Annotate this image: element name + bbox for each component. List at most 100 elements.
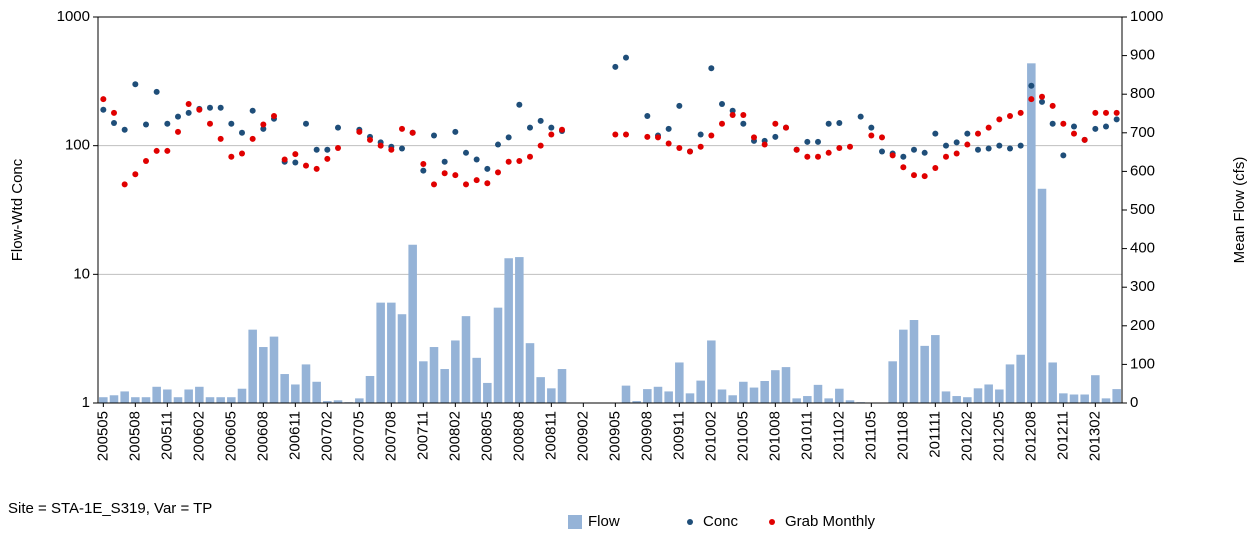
bar (365, 375, 375, 403)
y-axis-label: Flow-Wtd Conc (9, 158, 26, 261)
point (964, 130, 971, 137)
x-tick-label: 201108 (894, 411, 911, 460)
x-tick-label: 200902 (574, 411, 591, 461)
bar (323, 401, 332, 403)
bar (952, 396, 961, 403)
point (100, 96, 107, 103)
y2-tick-label: 100 (1130, 355, 1155, 372)
point (527, 124, 533, 131)
point (708, 132, 715, 139)
point (612, 131, 619, 138)
bar (205, 397, 215, 403)
bar (984, 384, 993, 403)
bar (269, 336, 279, 403)
point (719, 120, 725, 127)
point (697, 131, 704, 138)
x-tick-label: 200608 (254, 411, 271, 461)
point (868, 124, 875, 131)
bar (749, 387, 759, 403)
y-tick-label: 1000 (57, 8, 90, 25)
bar (248, 329, 257, 403)
point (1007, 145, 1013, 152)
point (505, 134, 512, 141)
point (804, 138, 811, 145)
point (292, 151, 299, 158)
point (953, 139, 960, 146)
point (761, 141, 768, 148)
point (740, 112, 747, 119)
bar (1005, 364, 1015, 403)
point (687, 148, 693, 155)
bar (941, 391, 951, 403)
point (740, 120, 747, 127)
bar (760, 380, 769, 403)
point (452, 128, 459, 135)
point (324, 146, 331, 153)
bar (451, 340, 460, 403)
legend-swatch (687, 519, 693, 525)
point (729, 112, 736, 119)
y2-tick-label: 0 (1130, 394, 1138, 411)
point (495, 141, 501, 148)
point (1028, 82, 1035, 89)
point (484, 165, 491, 172)
point (975, 146, 981, 153)
bar (664, 391, 673, 403)
point (1092, 109, 1099, 116)
bar (707, 340, 716, 403)
bar (163, 389, 172, 403)
point (335, 124, 341, 131)
point (303, 120, 309, 127)
bar (440, 369, 449, 403)
point (239, 150, 245, 157)
legend-swatch (568, 515, 582, 529)
point (559, 126, 565, 133)
bar (781, 367, 791, 403)
point (921, 149, 928, 156)
bar (1027, 63, 1036, 403)
bar (696, 380, 705, 403)
point (548, 124, 555, 131)
bar (1037, 188, 1047, 403)
point (996, 142, 1003, 149)
point (121, 126, 128, 133)
point (185, 100, 192, 107)
bar (195, 386, 204, 403)
point (463, 149, 469, 156)
x-tick-label: 200505 (94, 411, 111, 461)
point (249, 107, 256, 114)
point (196, 106, 203, 113)
point (1049, 102, 1056, 109)
point (623, 131, 629, 138)
point (164, 120, 171, 127)
point (1113, 109, 1120, 116)
point (953, 150, 960, 157)
y-tick-label: 10 (73, 265, 90, 282)
point (772, 133, 779, 140)
point (537, 142, 544, 149)
point (356, 128, 363, 135)
bar (525, 343, 535, 403)
point (292, 159, 299, 166)
x-tick-label: 200611 (286, 411, 303, 460)
point (985, 145, 992, 152)
x-tick-label: 201105 (862, 411, 879, 460)
point (655, 134, 661, 141)
bar (312, 381, 321, 403)
point (505, 158, 512, 165)
bar (152, 386, 161, 403)
point (1081, 136, 1088, 143)
bar (141, 397, 151, 403)
x-tick-label: 200508 (126, 411, 143, 461)
point (847, 143, 853, 150)
point (889, 152, 896, 159)
point (836, 120, 843, 127)
y2-tick-label: 900 (1130, 47, 1155, 64)
x-tick-label: 200805 (478, 411, 495, 461)
point (1113, 116, 1120, 123)
point (1092, 125, 1099, 132)
bar (685, 393, 695, 403)
point (1007, 113, 1013, 120)
point (900, 164, 907, 171)
bar (333, 400, 343, 403)
